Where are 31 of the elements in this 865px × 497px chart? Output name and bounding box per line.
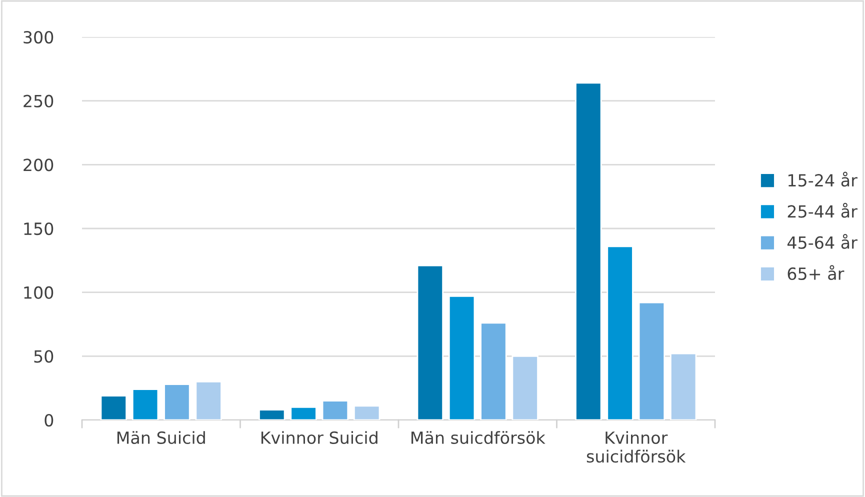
legend-label: 65+ år — [788, 265, 844, 280]
bar — [670, 352, 697, 420]
bar — [290, 406, 317, 420]
bar — [164, 384, 190, 420]
bar — [606, 246, 634, 420]
y-tick-label: 200 — [24, 158, 54, 172]
bar — [512, 355, 538, 420]
bar — [322, 400, 349, 420]
bar — [480, 322, 507, 420]
legend-label: 45-64 år — [787, 234, 858, 249]
y-tick-label: 150 — [24, 222, 54, 236]
bar — [638, 302, 666, 420]
bar — [353, 405, 380, 420]
bar — [258, 409, 286, 420]
y-tick-label: 250 — [24, 94, 54, 108]
y-tick-label: 0 — [44, 414, 54, 427]
legend-label: 15-24 år — [788, 172, 858, 187]
x-tick-label: Kvinnor suicidförsök — [586, 431, 686, 463]
bar — [448, 295, 476, 420]
legend-label: 25-44 år — [788, 202, 858, 218]
bar — [132, 388, 159, 420]
bar — [416, 264, 444, 420]
bar — [575, 82, 602, 420]
x-tick-label: Män suicdförsök — [412, 431, 546, 444]
bar — [100, 395, 128, 420]
x-tick-label: Kvinnor Suicid — [261, 431, 378, 444]
y-tick-label: 50 — [34, 350, 54, 363]
bar — [195, 381, 222, 420]
x-tick-label: Män Suicid — [117, 431, 205, 444]
y-tick-label: 300 — [24, 30, 54, 44]
y-tick-label: 100 — [24, 286, 54, 299]
